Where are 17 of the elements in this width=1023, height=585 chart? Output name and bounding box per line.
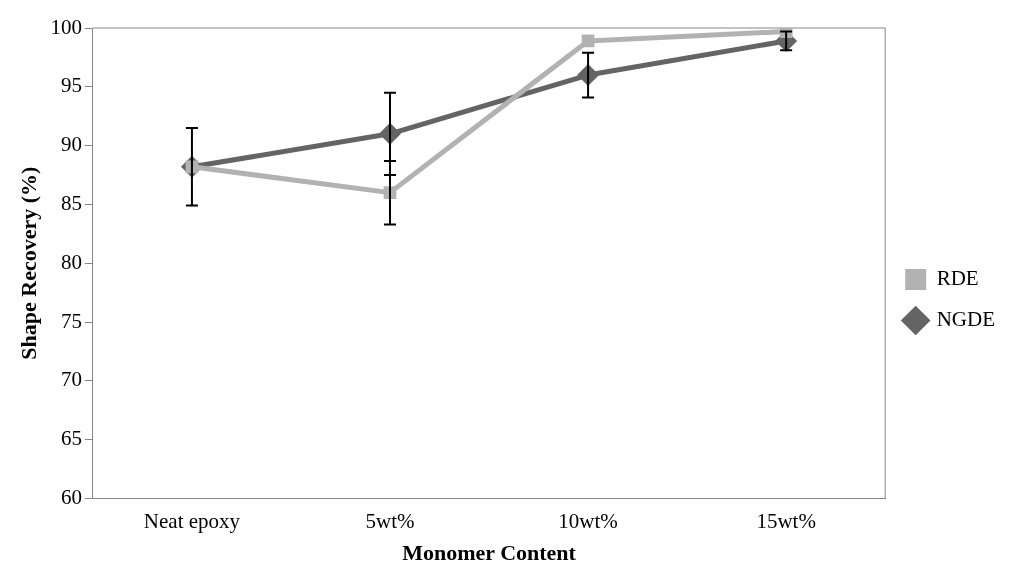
x-axis-title: Monomer Content: [402, 540, 577, 566]
y-tick-label: 65: [60, 426, 82, 451]
y-tick-label: 70: [60, 367, 82, 392]
legend-label: NGDE: [936, 307, 995, 332]
y-tick-label: 80: [60, 249, 82, 274]
x-tick-label: 15wt%: [756, 508, 816, 533]
y-tick-label: 95: [60, 73, 82, 98]
y-tick-label: 75: [60, 308, 82, 333]
x-tick-label: 5wt%: [365, 508, 415, 533]
x-tick-label: 10wt%: [558, 508, 618, 533]
y-tick-label: 60: [60, 484, 82, 509]
y-tick-label: 85: [60, 190, 82, 215]
legend-label: RDE: [936, 266, 979, 291]
x-tick-label: Neat epoxy: [143, 508, 241, 533]
y-tick-label: 90: [60, 132, 82, 157]
y-tick-label: 100: [50, 14, 82, 39]
y-axis-title: Shape Recovery (%): [15, 166, 41, 360]
